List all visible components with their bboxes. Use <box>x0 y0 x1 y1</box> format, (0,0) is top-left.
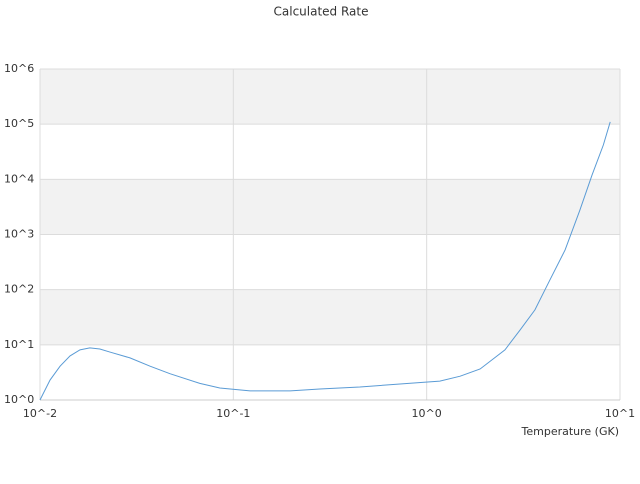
y-tick-label: 10^4 <box>4 172 34 185</box>
grid-band <box>40 289 620 345</box>
y-tick-label: 10^0 <box>4 393 34 406</box>
y-tick-label: 10^6 <box>4 62 34 75</box>
x-tick-label: 10^-2 <box>23 407 57 420</box>
y-tick-label: 10^5 <box>4 117 34 130</box>
x-tick-label: 10^-1 <box>216 407 250 420</box>
grid-band <box>40 69 620 125</box>
y-tick-label: 10^2 <box>4 283 34 296</box>
data-line <box>39 121 611 401</box>
x-tick-label: 10^0 <box>412 407 442 420</box>
x-axis-label: Temperature (GK) <box>521 425 620 438</box>
x-tick-label: 10^1 <box>605 407 635 420</box>
grid-band <box>40 179 620 235</box>
y-tick-label: 10^1 <box>4 338 34 351</box>
chart-title: Calculated Rate <box>274 5 369 19</box>
y-tick-label: 10^3 <box>4 228 34 241</box>
